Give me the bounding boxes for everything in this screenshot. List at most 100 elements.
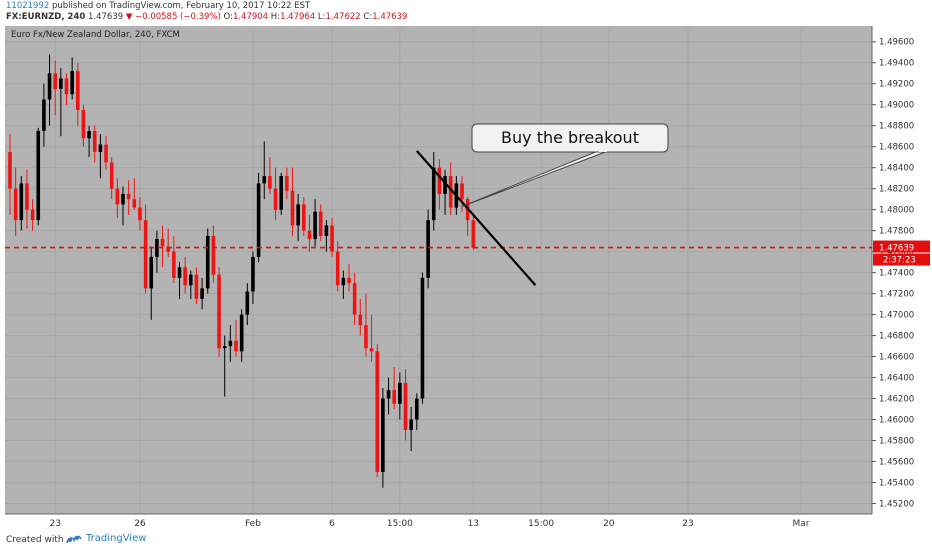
candle-body	[194, 274, 199, 299]
candle-body	[307, 230, 312, 240]
candle	[19, 176, 24, 231]
candle-body	[330, 225, 334, 252]
callout-text: Buy the breakout	[501, 128, 639, 147]
y-tick-label: 1.48400	[879, 164, 914, 174]
candle	[87, 125, 91, 158]
candle	[245, 283, 250, 326]
candle	[302, 197, 306, 236]
close-label: C:	[363, 12, 373, 22]
candle	[460, 176, 464, 212]
y-tick-label: 1.47000	[879, 311, 914, 321]
x-tick-label: 26	[134, 519, 146, 528]
low-value: 1.47622	[325, 12, 361, 22]
candle-body	[409, 419, 413, 431]
candle	[53, 60, 57, 116]
candle-body	[324, 225, 329, 236]
candle	[313, 199, 317, 247]
candle-body	[369, 348, 374, 352]
candle	[256, 172, 261, 263]
candle	[279, 172, 283, 215]
current-price-tag	[873, 240, 930, 253]
candle-body	[364, 325, 368, 349]
candle	[324, 220, 329, 252]
candle	[471, 213, 476, 250]
tradingview-link[interactable]: TradingView	[66, 533, 146, 544]
candle-body	[8, 151, 12, 189]
candle-body	[239, 314, 244, 352]
candle-body	[443, 176, 447, 194]
candle	[104, 136, 108, 170]
candle	[8, 134, 12, 215]
countdown-tag	[873, 253, 930, 266]
y-tick-label: 1.46600	[879, 353, 914, 363]
candle	[347, 264, 351, 292]
plot-area: 1.49600 1.49400 1.49200 1.49000 1.48800 1.486…	[5, 26, 932, 528]
current-price-label: 1.47639	[879, 244, 914, 254]
tradingview-logo-icon	[66, 535, 82, 543]
candle-body	[426, 220, 430, 278]
candle-body	[177, 267, 182, 278]
candle-body	[381, 398, 385, 473]
candle-body	[245, 291, 250, 315]
candle	[76, 62, 80, 126]
candle-body	[217, 274, 221, 349]
candle-body	[104, 144, 108, 163]
candle-body	[98, 144, 103, 152]
x-tick-label: 23	[682, 519, 693, 528]
candlestick-chart[interactable]: 1.49600 1.49400 1.49200 1.49000 1.48800 1.486…	[0, 24, 932, 528]
candle-body	[183, 267, 187, 286]
candle	[172, 235, 176, 284]
candle	[222, 335, 227, 397]
candle-body	[53, 73, 57, 89]
candle-body	[138, 207, 142, 221]
candle-body	[200, 288, 204, 299]
candle	[296, 193, 300, 242]
candle	[403, 369, 408, 441]
candle-body	[149, 256, 154, 289]
candle	[200, 277, 204, 310]
y-tick-label: 1.45800	[879, 437, 914, 447]
candle-body	[143, 220, 148, 289]
candle-body	[290, 190, 295, 226]
candle-body	[172, 251, 176, 278]
candle	[217, 267, 221, 357]
y-tick-label: 1.48800	[879, 122, 914, 132]
price-change: ▼ −0.00585 (−0.39%)	[125, 12, 221, 22]
high-value: 1.47964	[280, 12, 316, 22]
chart-header: 11021992 published on TradingView.com, F…	[0, 0, 932, 24]
candle-body	[296, 204, 300, 226]
candle-body	[352, 283, 357, 315]
candle-body	[398, 382, 402, 404]
candle-body	[30, 209, 35, 221]
candle	[25, 169, 29, 229]
candle	[386, 377, 391, 415]
candle	[335, 241, 340, 292]
y-tick-label: 1.45600	[879, 458, 914, 468]
candle	[251, 251, 255, 305]
candle	[415, 393, 419, 431]
candle	[273, 167, 278, 221]
y-tick-label: 1.46800	[879, 332, 914, 342]
candle	[318, 204, 323, 242]
y-tick-label: 1.47200	[879, 290, 914, 300]
publish-line: 11021992 published on TradingView.com, F…	[6, 1, 310, 12]
candle	[262, 141, 267, 200]
candle-body	[471, 220, 476, 248]
candle-body	[47, 73, 52, 100]
candle	[126, 180, 131, 215]
candle-body	[160, 239, 165, 247]
candle	[166, 228, 170, 257]
candle-body	[460, 183, 464, 200]
open-value: 1.47904	[232, 12, 269, 22]
candle-body	[375, 351, 380, 473]
last-price: 1.47639	[87, 12, 124, 22]
candle-body	[132, 199, 137, 208]
user-id[interactable]: 11021992	[6, 1, 50, 11]
candle-body	[109, 162, 114, 189]
candle	[443, 169, 447, 215]
y-tick-label: 1.48000	[879, 206, 914, 216]
candle	[149, 246, 154, 320]
candle	[239, 309, 244, 362]
candle-body	[59, 78, 63, 89]
candle	[426, 209, 430, 289]
